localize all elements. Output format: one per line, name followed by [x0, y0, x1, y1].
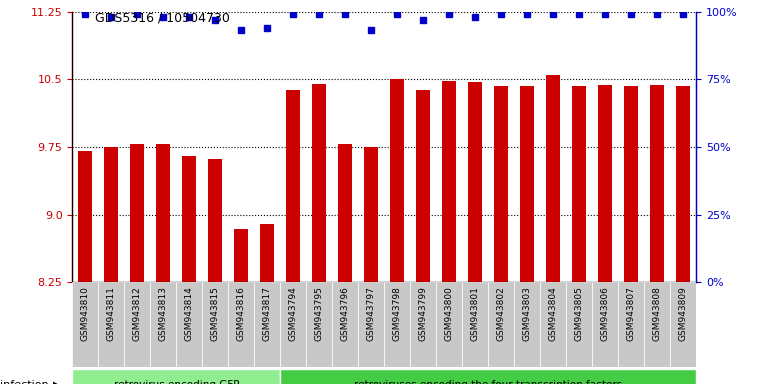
Text: GSM943814: GSM943814 — [185, 286, 194, 341]
Text: retrovirus encoding GFP: retrovirus encoding GFP — [113, 380, 239, 384]
Bar — [280, 369, 696, 384]
Bar — [468, 82, 482, 282]
Bar — [306, 282, 333, 367]
Bar — [521, 86, 534, 282]
Bar — [312, 84, 326, 282]
Bar — [650, 84, 664, 282]
Bar — [546, 74, 560, 282]
Text: GSM943816: GSM943816 — [237, 286, 246, 341]
Bar — [156, 144, 170, 282]
Bar — [72, 369, 280, 384]
Bar — [489, 282, 514, 367]
Text: GSM943802: GSM943802 — [497, 286, 506, 341]
Bar — [619, 282, 645, 367]
Text: GSM943809: GSM943809 — [679, 286, 688, 341]
Text: GSM943795: GSM943795 — [315, 286, 323, 341]
Bar — [333, 282, 358, 367]
Text: GSM943801: GSM943801 — [471, 286, 479, 341]
Text: retroviruses encoding the four transcription factors: retroviruses encoding the four transcrip… — [354, 380, 622, 384]
Bar — [254, 282, 280, 367]
Bar — [436, 282, 463, 367]
Text: ▶: ▶ — [53, 380, 61, 384]
Bar — [566, 282, 592, 367]
Bar — [177, 282, 202, 367]
Text: GSM943805: GSM943805 — [575, 286, 584, 341]
Bar — [365, 147, 378, 282]
Bar — [540, 282, 566, 367]
Bar — [78, 151, 92, 282]
Bar — [645, 282, 670, 367]
Bar — [592, 282, 619, 367]
Bar — [677, 86, 690, 282]
Bar — [260, 223, 275, 282]
Text: GSM943806: GSM943806 — [601, 286, 610, 341]
Bar — [130, 144, 145, 282]
Bar — [202, 282, 228, 367]
Text: GSM943794: GSM943794 — [289, 286, 298, 341]
Text: infection: infection — [0, 380, 49, 384]
Text: GSM943800: GSM943800 — [445, 286, 454, 341]
Bar — [234, 229, 248, 282]
Bar — [670, 282, 696, 367]
Text: GSM943812: GSM943812 — [133, 286, 142, 341]
Bar — [72, 282, 98, 367]
Bar — [338, 144, 352, 282]
Text: GSM943813: GSM943813 — [159, 286, 167, 341]
Bar — [384, 282, 410, 367]
Bar — [280, 282, 306, 367]
Text: GDS5316 / 10504730: GDS5316 / 10504730 — [95, 12, 230, 25]
Bar — [572, 86, 587, 282]
Text: GSM943799: GSM943799 — [419, 286, 428, 341]
Text: GSM943810: GSM943810 — [81, 286, 90, 341]
Bar — [514, 282, 540, 367]
Bar — [98, 282, 124, 367]
Text: GSM943797: GSM943797 — [367, 286, 376, 341]
Bar — [416, 90, 431, 282]
Bar — [104, 147, 119, 282]
Bar — [124, 282, 151, 367]
Bar — [286, 90, 301, 282]
Text: GSM943804: GSM943804 — [549, 286, 558, 341]
Text: GSM943807: GSM943807 — [627, 286, 635, 341]
Bar — [151, 282, 177, 367]
Bar — [624, 86, 638, 282]
Text: GSM943815: GSM943815 — [211, 286, 220, 341]
Text: GSM943803: GSM943803 — [523, 286, 532, 341]
Text: GSM943796: GSM943796 — [341, 286, 350, 341]
Bar — [390, 79, 404, 282]
Bar — [228, 282, 254, 367]
Text: GSM943798: GSM943798 — [393, 286, 402, 341]
Bar — [410, 282, 436, 367]
Bar — [209, 159, 222, 282]
Text: GSM943817: GSM943817 — [263, 286, 272, 341]
Bar — [598, 84, 613, 282]
Bar — [494, 86, 508, 282]
Bar — [442, 81, 457, 282]
Text: GSM943808: GSM943808 — [653, 286, 662, 341]
Text: GSM943811: GSM943811 — [107, 286, 116, 341]
Bar — [182, 156, 196, 282]
Bar — [463, 282, 489, 367]
Bar — [358, 282, 384, 367]
